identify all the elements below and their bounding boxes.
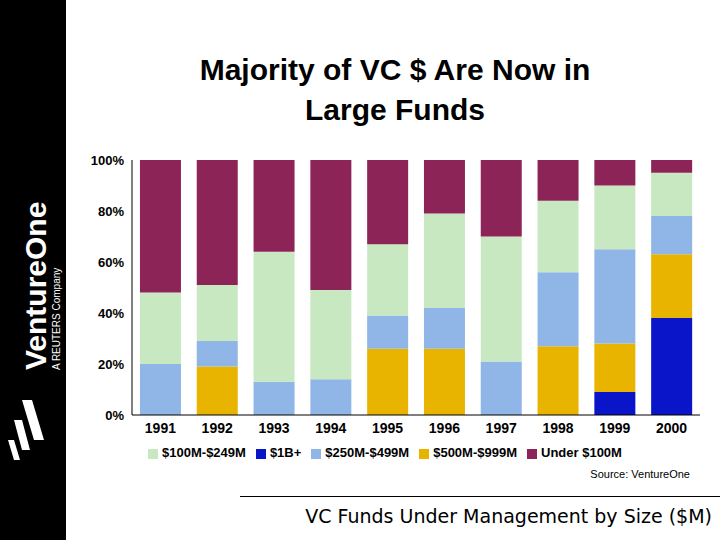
- svg-text:VentureOne: VentureOne: [19, 202, 52, 370]
- svg-text:1992: 1992: [202, 420, 233, 436]
- html-text:VC Funds Under Management by S: VC Funds Under Management by Size ($M): [305, 505, 712, 527]
- svg-text:1993: 1993: [258, 420, 289, 436]
- html-text:$1B+: $1B+: [269, 445, 302, 460]
- svg-text:1996: 1996: [429, 420, 460, 436]
- svg-text:100%: 100%: [91, 153, 125, 168]
- svg-text:1998: 1998: [542, 420, 573, 436]
- html-text:$100M-$249M: $100M-$249M: [162, 445, 246, 460]
- html-text:$500M-$999M: $500M-$999M: [433, 445, 517, 460]
- svg-text:60%: 60%: [98, 255, 124, 270]
- html-text:Under $100M: Under $100M: [541, 445, 622, 460]
- svg-text:20%: 20%: [98, 357, 124, 372]
- svg-text:80%: 80%: [98, 204, 124, 219]
- html-text:Majority of VC $ Are Now in La: Majority of VC $ Are Now in Large Funds: [199, 53, 591, 126]
- svg-text:1997: 1997: [486, 420, 517, 436]
- html-text:Source: VentureOne: Source: VentureOne: [590, 468, 690, 480]
- svg-text:1999: 1999: [599, 420, 630, 436]
- svg-text:1991: 1991: [145, 420, 176, 436]
- svg-text:2000: 2000: [656, 420, 687, 436]
- svg-text:A REUTERS Company: A REUTERS Company: [51, 268, 62, 370]
- svg-text:0%: 0%: [105, 408, 124, 423]
- html-text:$250M-$499M: $250M-$499M: [325, 445, 410, 460]
- svg-text:1995: 1995: [372, 420, 403, 436]
- svg-text:40%: 40%: [98, 306, 124, 321]
- svg-text:1994: 1994: [315, 420, 346, 436]
